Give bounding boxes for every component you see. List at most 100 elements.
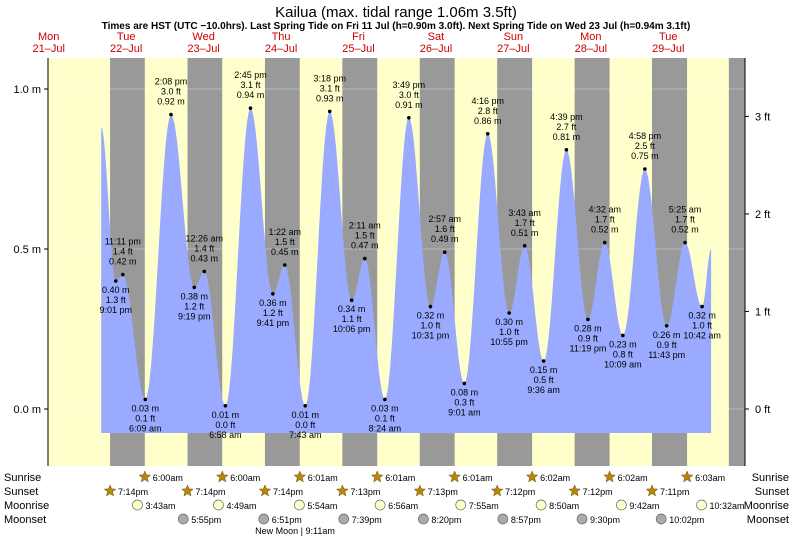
tide-label: 9:01 pm [99,305,132,315]
day-date: 21–Jul [33,43,65,55]
sunrise-time: 6:00am [230,473,260,483]
sunset-row-label: Sunset [4,486,38,498]
day-date: 24–Jul [265,43,297,55]
moonset-time: 9:30pm [590,515,620,525]
tide-point [522,244,527,248]
day-date: 26–Jul [420,43,452,55]
tide-label: 1.7 ft [675,215,696,225]
tide-curve [101,108,712,433]
moonset-time: 10:02pm [669,515,704,525]
day-date: 23–Jul [187,43,219,55]
moonrise-icon [535,499,547,511]
sunset-row-label-right: Sunset [755,486,789,498]
day-name: Tue [117,31,136,43]
tide-label: 1.4 ft [194,243,215,253]
sunrise-time: 6:03am [695,473,725,483]
moonset-time: 8:57pm [511,515,541,525]
tide-label: 0.9 ft [657,340,678,350]
chart-subtitle: Times are HST (UTC −10.0hrs). Last Sprin… [102,21,691,32]
sunset-time: 7:12pm [505,487,535,497]
y-tick-label-m: 1.0 m [13,84,41,96]
tide-label: 0.26 m [653,330,681,340]
tide-point [383,397,387,402]
tide-label: 10:31 pm [412,331,450,341]
tide-label: 1.4 ft [113,247,134,257]
sunset-time: 7:11pm [660,487,689,497]
tide-label: 0.81 m [553,132,581,142]
sun-icon [370,470,384,483]
tide-label: 0.08 m [451,387,479,397]
tide-point [586,317,590,322]
tide-label: 0.49 m [431,234,459,244]
moonset-icon [338,513,350,525]
moonset-row-label: Moonset [4,514,46,526]
tide-label: 3:18 pm [313,73,346,83]
day-date: 25–Jul [342,43,374,55]
day-name: Thu [272,31,291,43]
sunrise-time: 6:02am [540,473,570,483]
tide-label: 11:11 pm [105,237,141,247]
moonset-time: 5:55pm [191,515,221,525]
tide-label: 3:49 pm [393,80,426,90]
tide-label: 4:58 pm [629,131,662,141]
sun-icon [603,470,616,483]
day-name: Sat [428,31,445,43]
tide-label: 8:24 am [369,423,402,433]
tide-point [248,106,253,110]
moonset-icon [258,513,270,525]
tide-label: 3.1 ft [320,83,341,93]
sun-icon [525,470,539,483]
tide-label: 1.5 ft [355,231,376,241]
sunset-time: 7:12pm [583,487,613,497]
axes: 0.0 m 0.5 m 1.0 m 0 ft 1 ft 2 ft 3 ft [13,58,770,466]
moonrise-icon [696,499,707,511]
tide-label: 0.86 m [474,116,502,126]
moonset-icon [497,513,509,525]
sun-icon [138,470,152,483]
tide-label: 10:55 pm [490,337,528,347]
tide-label: 2.5 ft [635,141,656,151]
tide-label: 0.28 m [574,323,602,333]
tide-label: 0.38 m [180,291,208,301]
astro-rows: Sunrise Sunrise 6:00am 6:00am 6:01am 6:01am 6:… [4,470,789,526]
day-date: 22–Jul [110,43,142,55]
y-tick-label-ft: 2 ft [755,209,770,221]
moonrise-time: 7:55am [469,501,499,511]
tide-label: 1.0 ft [692,321,713,331]
day-name: Fri [352,31,365,43]
moonset-time: 6:51pm [272,515,302,525]
tide-label: 1.2 ft [263,308,284,318]
sunrise-row-label-right: Sunrise [752,472,789,484]
sun-icon [181,484,194,497]
moonrise-time: 8:50am [549,501,579,511]
tide-point [602,240,607,245]
tide-label: 1.3 ft [106,295,127,305]
sunset-time: 7:13pm [428,487,458,497]
tide-label: 0.92 m [157,97,185,107]
moonset-icon [576,513,588,525]
tide-label: 0.34 m [338,304,366,314]
tide-label: 0.0 ft [215,420,236,430]
tide-point [485,132,490,136]
tide-point [507,311,511,315]
tide-label: 0.03 m [132,403,160,413]
tide-point [700,304,704,309]
tide-label: 7:43 am [289,430,322,440]
moonrise-time: 3:43am [145,501,175,511]
tide-point [143,397,148,402]
tide-label: 0.5 ft [534,375,555,385]
tide-label: 2:08 pm [155,77,188,87]
sun-icon [568,484,581,497]
sun-icon [645,484,659,497]
tide-point [442,250,447,254]
tide-label: 0.42 m [109,257,137,267]
moonset-icon [655,513,667,525]
tide-point [202,269,207,274]
tide-label: 10:06 pm [333,324,371,334]
sunrise-time: 6:01am [308,473,338,483]
sun-icon [413,484,427,497]
tide-label: 0.36 m [259,298,287,308]
sunrise-time: 6:00am [153,473,183,483]
tide-point [621,333,625,338]
